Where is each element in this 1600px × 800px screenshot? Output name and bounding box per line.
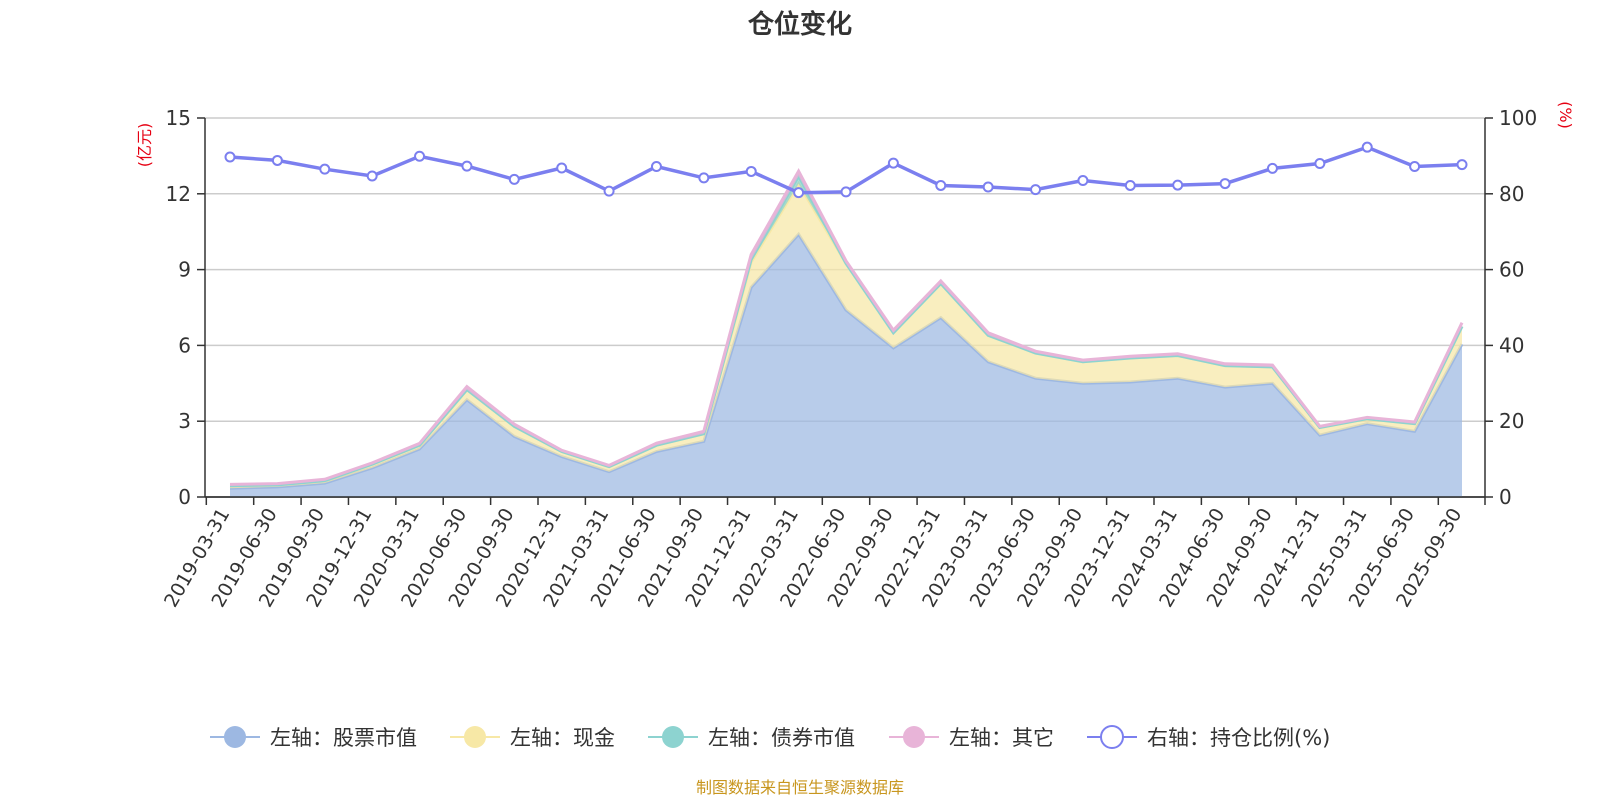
ratio-point — [1219, 178, 1231, 190]
ratio-point — [793, 187, 805, 199]
ratio-point — [650, 161, 662, 173]
legend-item: 左轴：股票市值 — [210, 726, 417, 750]
legend-item: 左轴：债券市值 — [648, 726, 855, 750]
ratio-point — [1030, 184, 1042, 196]
right-axis-unit: (%) — [1556, 101, 1575, 129]
legend-label: 左轴：债券市值 — [708, 726, 855, 750]
ratio-point — [414, 150, 426, 162]
right-tick-label: 100 — [1499, 106, 1537, 130]
left-tick-label: 6 — [178, 333, 191, 357]
legend-marker — [1100, 725, 1124, 749]
right-tick-label: 20 — [1499, 409, 1524, 433]
legend-marker — [464, 726, 486, 748]
legend-label: 左轴：现金 — [510, 726, 615, 750]
ratio-point — [1124, 179, 1136, 191]
ratio-point — [698, 172, 710, 184]
area-左轴：股票市值 — [230, 234, 1462, 497]
legend-label: 左轴：股票市值 — [270, 726, 417, 750]
legend-label: 右轴：持仓比例(%) — [1147, 726, 1330, 750]
right-tick-label: 0 — [1499, 485, 1512, 509]
ratio-point — [1361, 141, 1373, 153]
ratio-point — [224, 151, 236, 163]
legend-marker — [224, 726, 246, 748]
ratio-point — [366, 170, 378, 182]
chart-title: 仓位变化 — [747, 9, 852, 40]
ratio-point — [603, 185, 615, 197]
area-edge-左轴：其它 — [229, 167, 1464, 486]
legend-item: 右轴：持仓比例(%) — [1087, 725, 1330, 750]
ratio-point — [1456, 159, 1468, 171]
right-tick-label: 60 — [1499, 258, 1524, 282]
left-tick-label: 3 — [178, 409, 191, 433]
left-axis-unit: (亿元) — [135, 123, 154, 168]
ratio-point — [1077, 175, 1089, 187]
ratio-point — [840, 186, 852, 198]
data-source-note: 制图数据来自恒生聚源数据库 — [696, 778, 904, 797]
ratio-point — [887, 157, 899, 169]
left-tick-label: 0 — [178, 485, 191, 509]
ratio-point — [745, 165, 757, 177]
ratio-point — [1266, 162, 1278, 174]
ratio-point — [1172, 179, 1184, 191]
left-tick-label: 12 — [166, 182, 191, 206]
ratio-point — [556, 162, 568, 174]
legend-marker — [662, 726, 684, 748]
right-tick-label: 80 — [1499, 182, 1524, 206]
ratio-point — [508, 173, 520, 185]
ratio-point — [935, 179, 947, 191]
legend-label: 左轴：其它 — [949, 726, 1054, 750]
left-tick-label: 15 — [166, 106, 191, 130]
right-tick-label: 40 — [1499, 333, 1524, 357]
ratio-point — [982, 181, 994, 193]
ratio-point — [1409, 161, 1421, 173]
ratio-point — [319, 163, 331, 175]
legend: 左轴：股票市值 左轴：现金 左轴：债券市值 左轴：其它 右轴：持仓比例(%) — [210, 725, 1330, 750]
legend-marker — [903, 726, 925, 748]
ratio-line — [224, 141, 1468, 199]
legend-item: 左轴：现金 — [450, 726, 615, 750]
ratio-point — [271, 154, 283, 166]
ratio-point — [461, 160, 473, 172]
stacked-areas — [229, 167, 1464, 497]
left-tick-label: 9 — [178, 258, 191, 282]
ratio-point — [1314, 157, 1326, 169]
legend-item: 左轴：其它 — [889, 726, 1054, 750]
